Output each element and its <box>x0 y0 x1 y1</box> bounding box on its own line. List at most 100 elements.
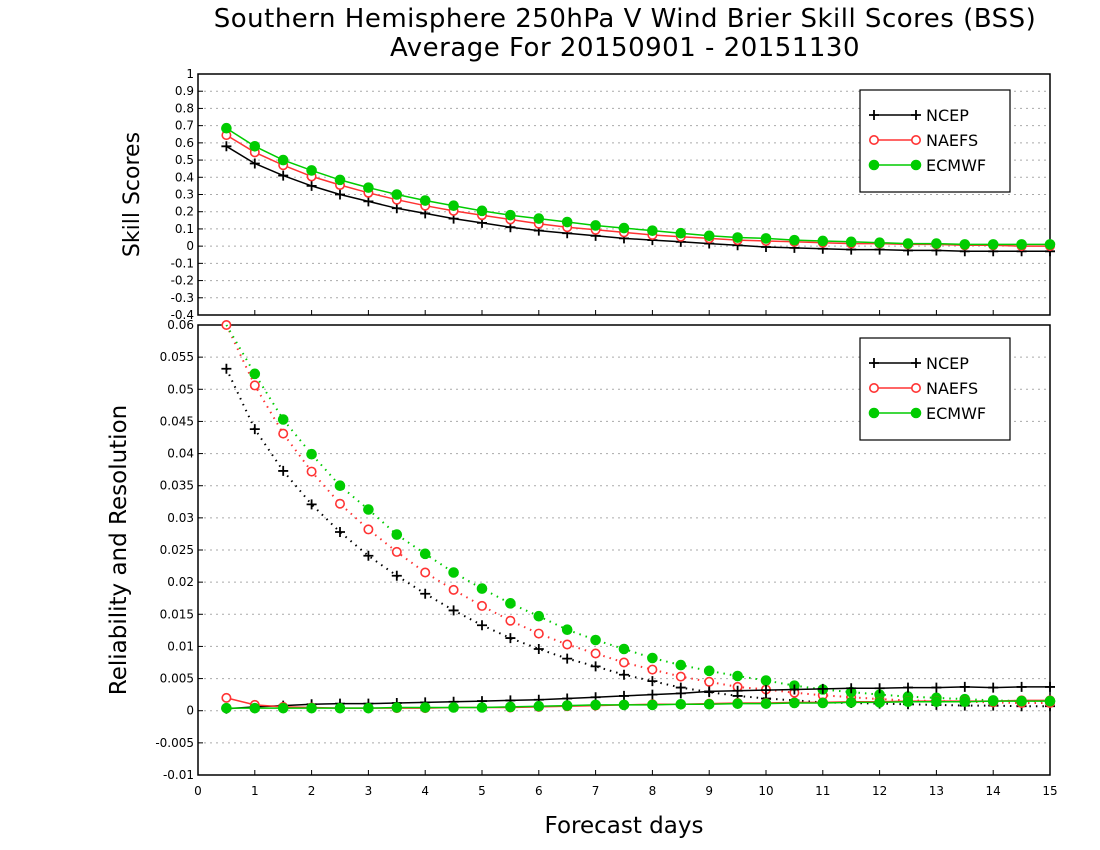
x-tick-label: 7 <box>592 784 600 798</box>
data-point <box>505 633 516 644</box>
data-point <box>533 700 545 712</box>
data-point <box>760 233 772 244</box>
y-tick-label: -0.01 <box>163 768 194 782</box>
legend: NCEP NAEFS ECMWF <box>859 89 1011 193</box>
data-point <box>420 588 431 599</box>
data-point <box>533 644 544 654</box>
panel-skill-scores: -0.4 -0.3 -0.2 -0.1 0 0.1 0.2 0.3 0.4 0.5 0.6 0.7 0.… <box>120 67 1056 322</box>
data-point <box>420 567 431 578</box>
data-point <box>987 239 999 250</box>
data-point <box>363 196 374 207</box>
data-point <box>902 238 914 249</box>
y-tick-label: 0.2 <box>175 205 194 219</box>
data-point <box>249 702 261 714</box>
data-point <box>931 682 942 693</box>
y-tick-label: 0.055 <box>160 350 194 364</box>
data-point <box>959 696 971 708</box>
data-point <box>817 235 829 247</box>
y-tick-label: 0.3 <box>175 188 194 202</box>
data-point <box>278 170 289 181</box>
data-point <box>618 643 630 655</box>
data-point <box>732 232 743 243</box>
series-ecmwf-reliability <box>221 695 1056 714</box>
data-point <box>845 236 857 248</box>
data-point <box>647 699 658 711</box>
series-line <box>225 324 1050 703</box>
data-point <box>391 570 402 581</box>
y-tick-label: 0.04 <box>167 447 194 461</box>
data-point <box>505 701 516 713</box>
data-point <box>334 498 345 509</box>
data-point <box>221 692 232 703</box>
data-point <box>249 141 261 152</box>
data-point <box>675 671 686 682</box>
legend-marker <box>869 110 879 120</box>
data-point <box>278 428 289 439</box>
data-point <box>533 213 545 224</box>
data-point <box>647 664 658 675</box>
y-tick-label: -0.3 <box>171 291 194 305</box>
y-tick-label: 0.01 <box>167 639 194 653</box>
data-point <box>817 697 829 709</box>
data-point <box>1045 681 1055 692</box>
data-point <box>306 702 317 714</box>
data-point <box>477 620 487 631</box>
x-tick-label: 12 <box>872 784 887 798</box>
data-point <box>845 697 857 708</box>
y-axis-label: Reliability and Resolution <box>106 405 132 695</box>
data-point <box>562 653 573 664</box>
data-point <box>561 216 573 228</box>
data-point <box>334 174 346 186</box>
data-point <box>334 702 346 714</box>
data-point <box>391 546 402 557</box>
data-point <box>505 209 516 221</box>
data-point <box>306 499 317 510</box>
data-point <box>959 239 971 250</box>
data-point <box>562 639 573 650</box>
data-point <box>1016 239 1027 250</box>
data-point <box>703 665 715 677</box>
data-point <box>647 225 658 236</box>
data-point <box>505 598 516 609</box>
data-point <box>391 529 403 540</box>
data-point <box>363 702 374 714</box>
y-tick-label: 0.4 <box>175 170 194 184</box>
x-tick-label: 4 <box>421 784 429 798</box>
data-point <box>760 698 772 709</box>
data-point <box>903 682 913 693</box>
data-point <box>988 682 999 693</box>
data-point <box>704 686 715 697</box>
legend-marker <box>911 358 921 368</box>
data-point <box>448 584 459 595</box>
chart-subtitle: Average For 20150901 - 20151130 <box>389 33 860 63</box>
data-point <box>675 698 687 710</box>
y-tick-label: 0.05 <box>167 382 194 396</box>
data-point <box>278 465 289 476</box>
data-point <box>448 605 459 616</box>
data-point <box>732 685 743 696</box>
legend-marker <box>910 382 921 393</box>
x-tick-label: 14 <box>986 784 1001 798</box>
data-point <box>619 690 629 701</box>
data-point <box>647 689 658 700</box>
data-point <box>561 624 573 636</box>
data-point <box>221 141 232 152</box>
data-point <box>561 700 573 711</box>
data-point <box>703 698 715 710</box>
x-tick-label: 11 <box>815 784 830 798</box>
data-point <box>476 600 487 611</box>
data-point <box>618 222 630 234</box>
y-tick-label: 0.005 <box>160 672 194 686</box>
data-point <box>221 702 232 714</box>
data-point <box>647 652 658 664</box>
y-tick-label: -0.2 <box>171 274 194 288</box>
y-tick-label: 0.035 <box>160 479 194 493</box>
data-point <box>987 695 999 707</box>
data-point <box>959 681 970 692</box>
x-tick-label: 9 <box>705 784 713 798</box>
data-point <box>874 683 885 694</box>
data-point <box>703 230 715 242</box>
data-point <box>363 524 374 535</box>
legend-marker <box>868 159 880 171</box>
